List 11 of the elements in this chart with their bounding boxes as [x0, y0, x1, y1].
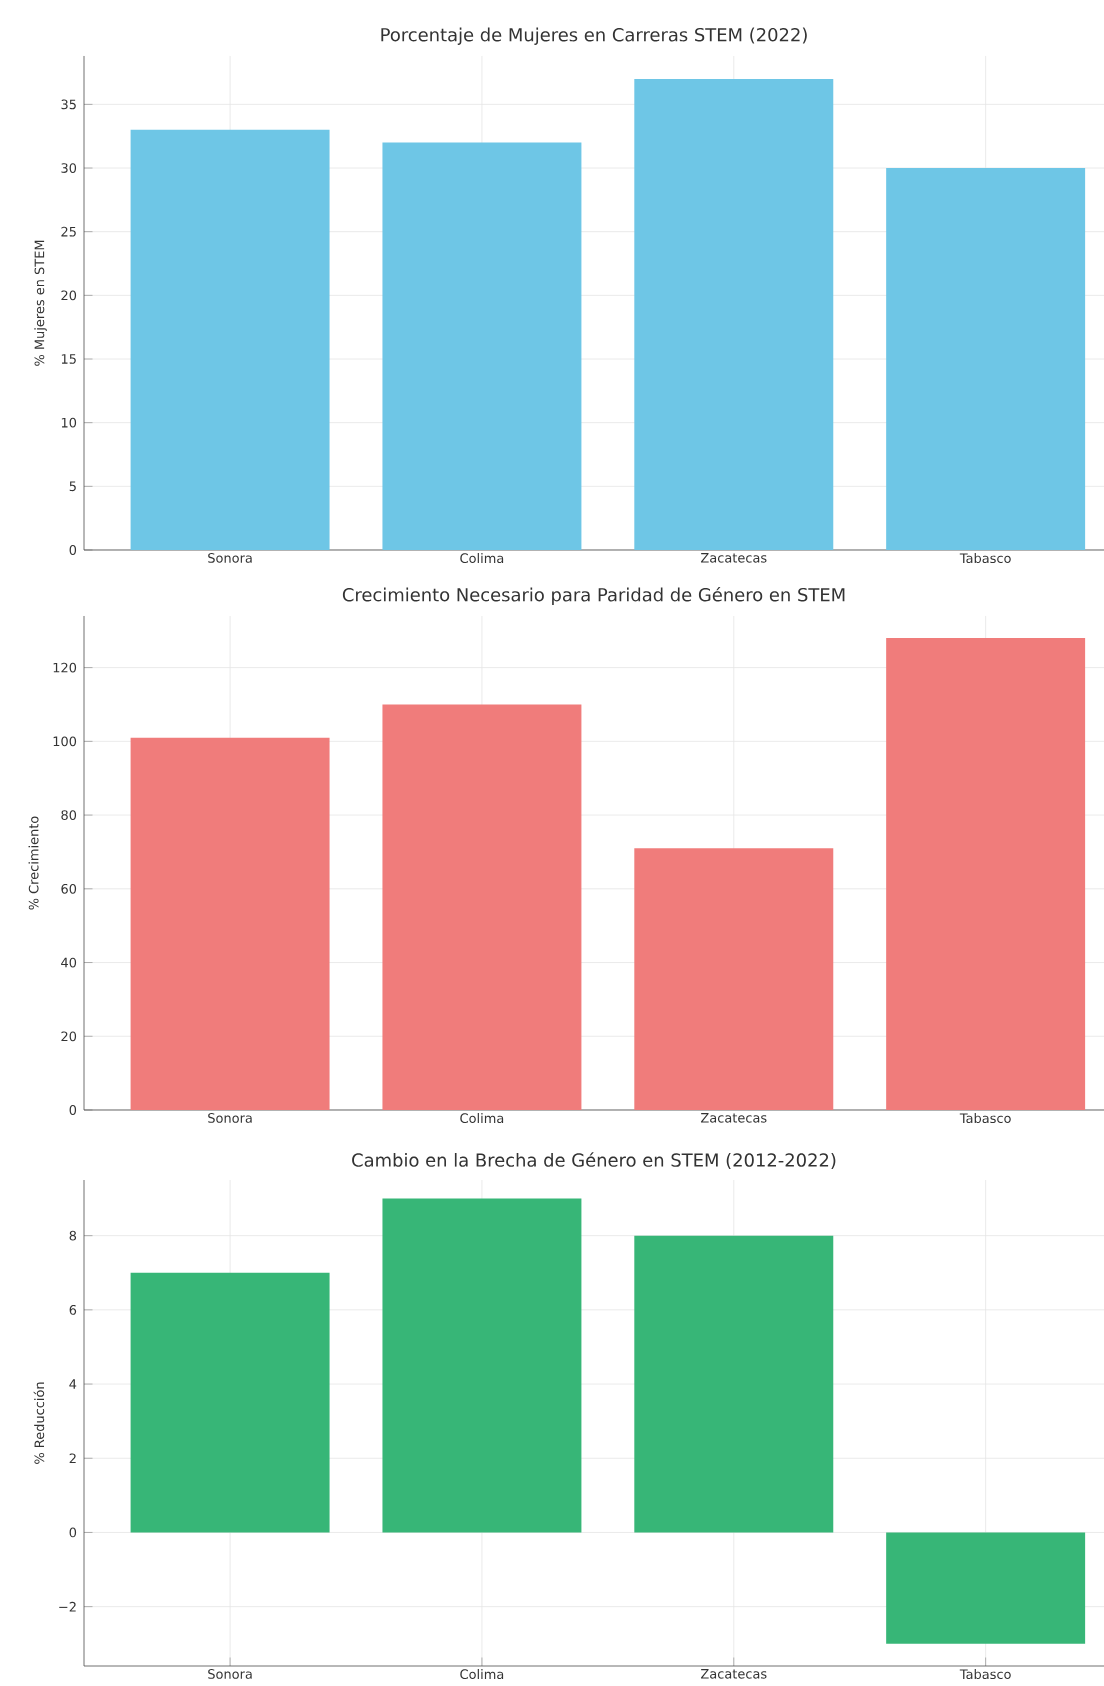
- bar: [634, 848, 834, 1110]
- chart-title: Cambio en la Brecha de Género en STEM (2012-2022): [352, 1152, 836, 1169]
- chart-title: Porcentaje de Mujeres en Carreras STEM (2022): [381, 27, 807, 45]
- bar: [886, 638, 1086, 1110]
- chart-title: Crecimiento Necesario para Paridad de Género en STEM: [342, 586, 845, 605]
- bar: [634, 1235, 834, 1533]
- bar: [886, 1532, 1086, 1644]
- bar: [382, 704, 582, 1110]
- bar: [130, 1272, 330, 1533]
- bar: [382, 1198, 582, 1533]
- bar: [130, 737, 330, 1110]
